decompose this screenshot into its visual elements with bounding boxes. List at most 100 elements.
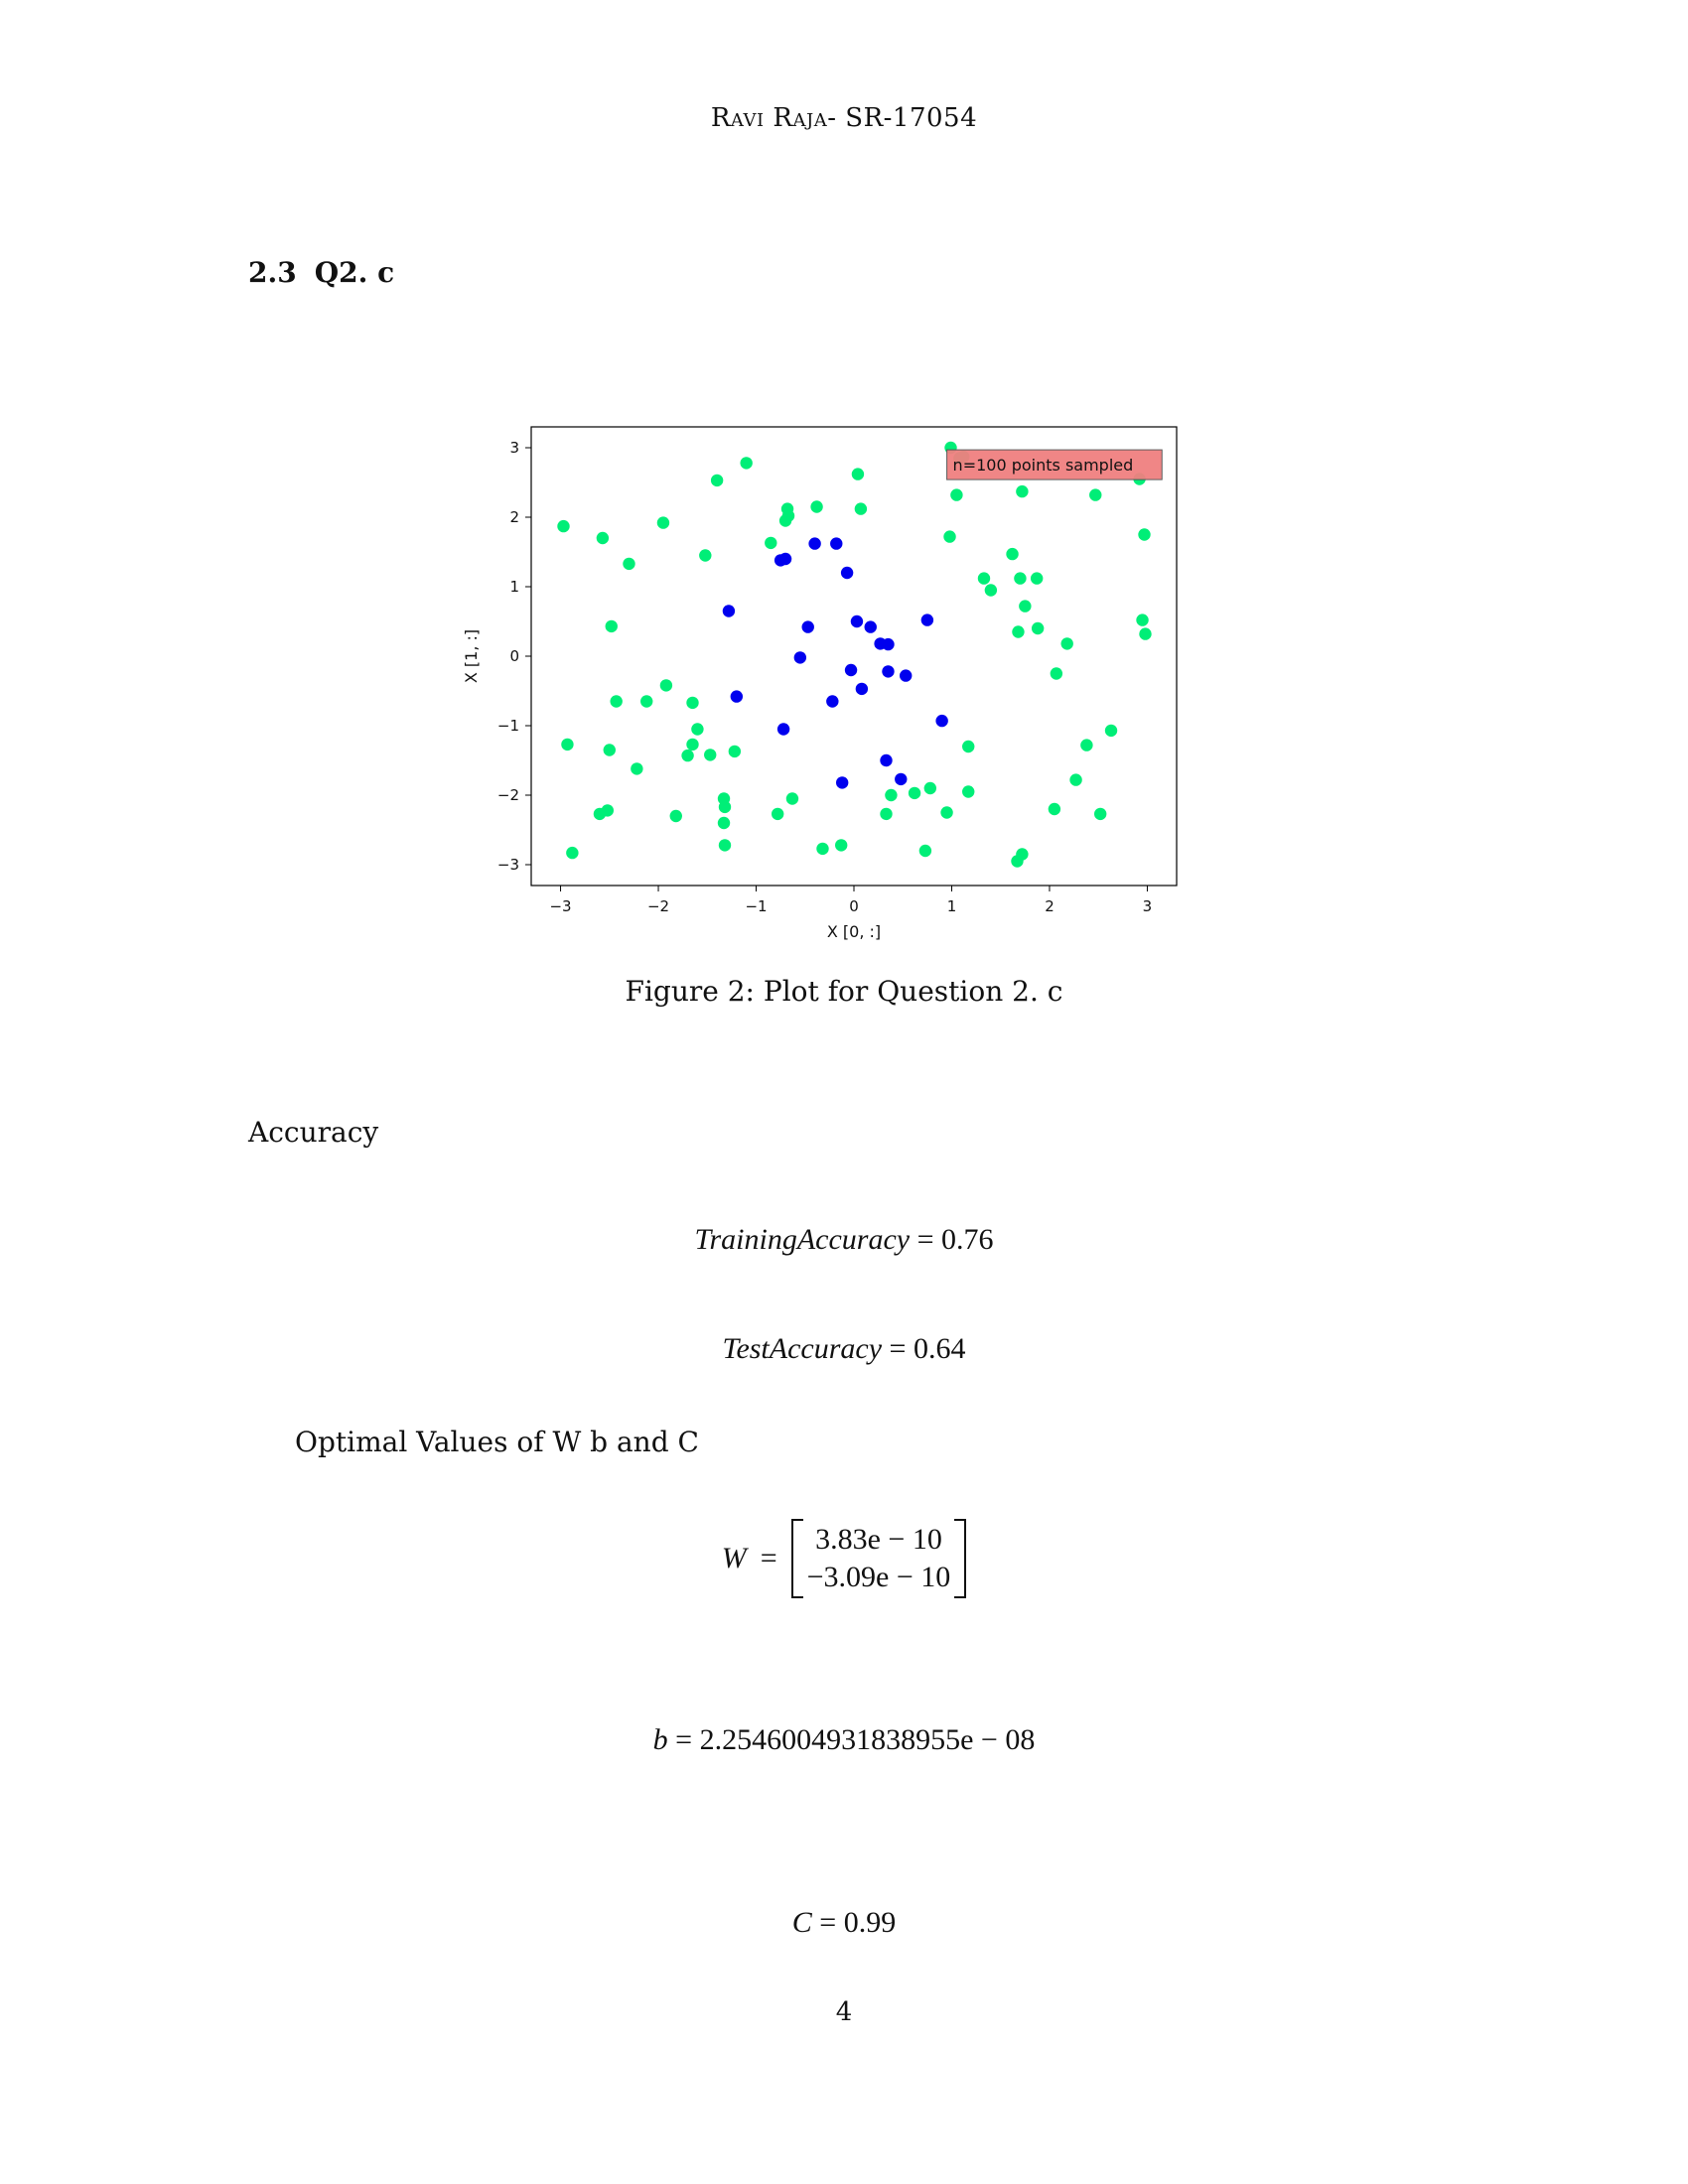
data-point <box>935 714 948 728</box>
data-point <box>923 781 937 795</box>
page-number: 4 <box>835 1997 853 2027</box>
test-accuracy-lhs: TestAccuracy <box>722 1332 883 1365</box>
training-accuracy-rhs: = 0.76 <box>916 1223 994 1256</box>
data-point <box>740 457 753 470</box>
data-point <box>561 738 574 751</box>
data-point <box>1069 773 1082 786</box>
w-matrix: 3.83e − 10 −3.09e − 10 <box>790 1519 967 1598</box>
data-point <box>631 762 643 775</box>
y-tick-label: 0 <box>509 647 519 665</box>
data-point <box>1060 637 1073 650</box>
x-tick-label: 2 <box>1045 897 1055 915</box>
annotation-text: n=100 points sampled <box>953 456 1134 475</box>
b-equation: b = 2.2546004931838955e − 08 <box>0 1723 1688 1757</box>
data-point <box>854 502 868 515</box>
data-point <box>1030 572 1044 585</box>
data-point <box>885 788 898 802</box>
data-point <box>593 807 607 821</box>
data-point <box>605 619 618 633</box>
data-point <box>1016 848 1029 861</box>
x-tick-label: −3 <box>549 897 571 915</box>
training-accuracy-lhs: TrainingAccuracy <box>694 1223 911 1256</box>
data-point <box>1093 807 1107 821</box>
data-point <box>704 749 717 761</box>
data-point <box>656 516 670 529</box>
left-bracket <box>790 1519 803 1598</box>
data-point <box>718 800 732 814</box>
annotation-box <box>946 449 1163 480</box>
data-point <box>962 785 975 798</box>
data-point <box>1031 621 1045 635</box>
w-equals: = <box>760 1542 777 1574</box>
data-point <box>855 682 869 696</box>
data-point <box>844 663 858 677</box>
data-point <box>977 572 991 585</box>
data-point <box>984 584 998 597</box>
x-axis-label: X [0, :] <box>827 922 881 941</box>
data-point <box>691 723 704 736</box>
data-point <box>816 842 829 856</box>
y-tick-label: −2 <box>497 786 519 804</box>
data-point <box>835 776 849 789</box>
c-rhs: = 0.99 <box>819 1906 897 1939</box>
y-tick-label: −1 <box>497 717 519 735</box>
data-point <box>908 786 921 800</box>
x-tick-label: 3 <box>1143 897 1153 915</box>
data-point <box>810 500 823 513</box>
x-tick-label: −2 <box>647 897 669 915</box>
data-point <box>681 749 694 762</box>
training-accuracy-equation: TrainingAccuracy = 0.76 <box>0 1223 1688 1257</box>
y-axis-label: X [1, :] <box>462 629 481 683</box>
y-tick-label: 3 <box>509 439 519 457</box>
data-point <box>1014 572 1027 585</box>
data-point <box>659 679 673 692</box>
data-point <box>776 723 790 736</box>
w-row-1: 3.83e − 10 <box>815 1523 942 1556</box>
data-point <box>686 738 699 751</box>
data-point <box>840 566 854 580</box>
data-point <box>1136 614 1149 626</box>
data-point <box>610 695 623 708</box>
data-point <box>882 637 895 651</box>
test-accuracy-equation: TestAccuracy = 0.64 <box>0 1332 1688 1366</box>
data-point <box>895 772 908 786</box>
c-equation: C = 0.99 <box>0 1906 1688 1940</box>
data-point <box>1104 724 1118 738</box>
data-point <box>880 807 893 821</box>
figure-caption: Figure 2: Plot for Question 2. c <box>625 975 1063 1008</box>
data-point <box>1048 802 1061 816</box>
data-point <box>920 614 934 626</box>
data-point <box>830 537 843 550</box>
data-point <box>717 816 731 830</box>
data-point <box>1089 488 1102 501</box>
x-tick-label: 0 <box>849 897 859 915</box>
c-lhs: C <box>791 1906 812 1939</box>
data-point <box>710 474 724 487</box>
b-rhs: = 2.2546004931838955e − 08 <box>675 1723 1036 1756</box>
data-point <box>778 552 792 566</box>
data-point <box>722 605 736 617</box>
data-point <box>943 530 956 543</box>
data-point <box>765 536 777 550</box>
data-point <box>1012 625 1025 638</box>
scatter-plot: n=100 points sampled −3 −2 −1 0 1 2 3 −3 −2 −1 0 1 2 3… <box>462 426 1178 941</box>
data-point <box>808 537 821 550</box>
data-point <box>1019 600 1032 613</box>
data-point <box>669 809 682 823</box>
data-point <box>686 696 699 710</box>
section-number: 2.3 <box>248 256 297 289</box>
y-tick-label: 2 <box>509 508 519 526</box>
section-title: Q2. c <box>314 256 395 289</box>
data-point <box>557 519 570 533</box>
running-head: Ravi Raja- SR-17054 <box>710 103 978 133</box>
data-point <box>1080 739 1093 751</box>
data-point <box>864 620 877 633</box>
data-point <box>1006 547 1019 561</box>
data-point <box>718 839 732 852</box>
data-point <box>785 792 799 805</box>
data-point <box>850 614 864 628</box>
data-point <box>730 690 744 703</box>
data-point <box>962 740 975 753</box>
data-point <box>826 695 839 708</box>
right-bracket <box>954 1519 967 1598</box>
